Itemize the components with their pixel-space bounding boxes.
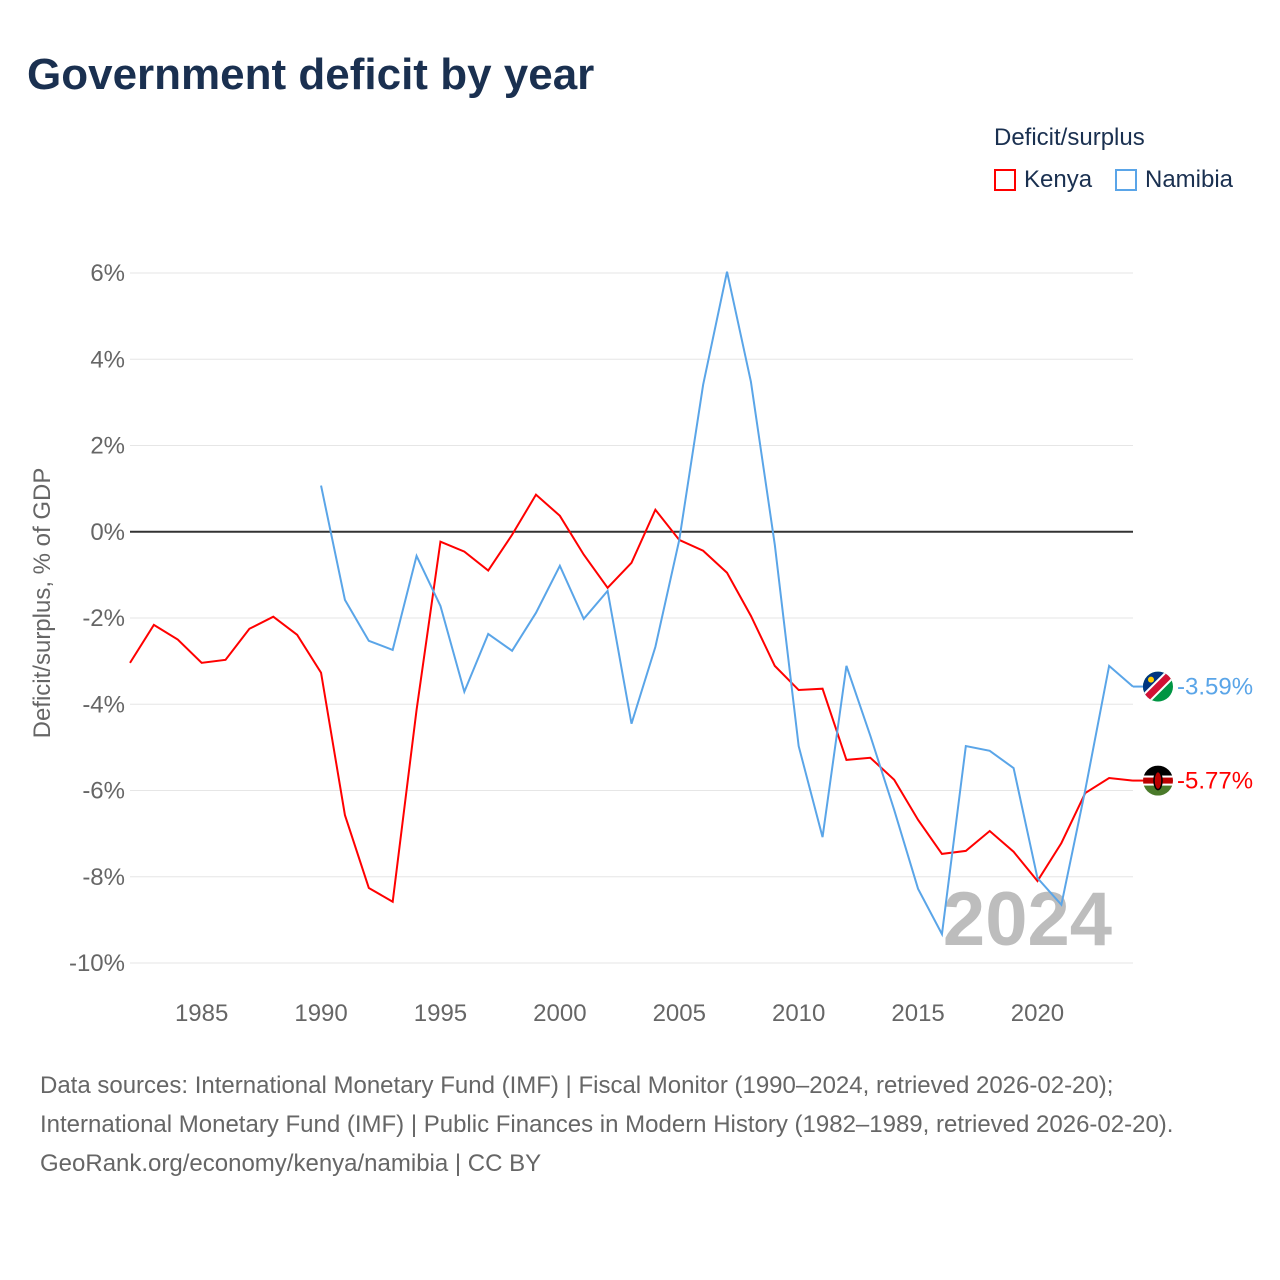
y-tick-label: -10% (69, 950, 125, 977)
y-tick-label: 0% (90, 519, 125, 546)
legend-label-namibia: Namibia (1145, 166, 1234, 193)
flag-black (1143, 765, 1173, 776)
series-line-kenya (129, 493, 1134, 904)
y-tick-label: -6% (82, 778, 125, 805)
y-tick-label: -8% (82, 864, 125, 891)
legend-item-namibia[interactable]: Namibia (1115, 166, 1233, 194)
y-tick-label: 4% (90, 346, 125, 373)
legend-label-kenya: Kenya (1024, 166, 1093, 193)
end-value-label: -5.77% (1177, 768, 1253, 795)
legend-title: Deficit/surplus (994, 124, 1145, 151)
x-tick-label: 1985 (175, 1000, 228, 1027)
x-tick-label: 1990 (294, 1000, 347, 1027)
y-tick-label: -4% (82, 691, 125, 718)
x-tick-label: 2015 (891, 1000, 944, 1027)
end-value-label: -3.59% (1177, 674, 1253, 701)
x-tick-label: 1995 (414, 1000, 467, 1027)
legend-swatch-kenya (994, 169, 1016, 191)
x-tick-label: 2010 (772, 1000, 825, 1027)
chart-title: Government deficit by year (27, 50, 595, 99)
legend-item-kenya[interactable]: Kenya (994, 166, 1092, 194)
y-axis-label: Deficit/surplus, % of GDP (29, 468, 56, 739)
credit-link[interactable]: GeoRank.org/economy/kenya/namibia | CC B… (40, 1150, 542, 1177)
flag-sun (1148, 676, 1154, 683)
flag-shield (1153, 770, 1163, 791)
kenya-flag-icon (1143, 765, 1173, 796)
series-kenya: -5.77% (129, 493, 1253, 904)
line-chart: 6% 4% 2% 0% -2% -4% -6% -8% -10% 1985 1990 1995 2000… (29, 260, 1253, 1027)
y-tick-label: 2% (90, 433, 125, 460)
flag-green (1143, 785, 1173, 796)
y-tick-label: -2% (82, 605, 125, 632)
watermark-year: 2024 (943, 877, 1112, 962)
series-namibia: -3.59% (320, 271, 1253, 938)
x-tick-label: 2005 (653, 1000, 706, 1027)
footer: Data sources: International Monetary Fun… (40, 1066, 1240, 1183)
x-tick-label: 2000 (533, 1000, 586, 1027)
x-tick-label: 2020 (1011, 1000, 1064, 1027)
series-line-namibia (320, 271, 1134, 938)
y-tick-label: 6% (90, 260, 125, 287)
legend-swatch-namibia (1115, 169, 1137, 191)
namibia-flag-icon (1143, 671, 1173, 702)
data-sources: Data sources: International Monetary Fun… (40, 1072, 1174, 1138)
